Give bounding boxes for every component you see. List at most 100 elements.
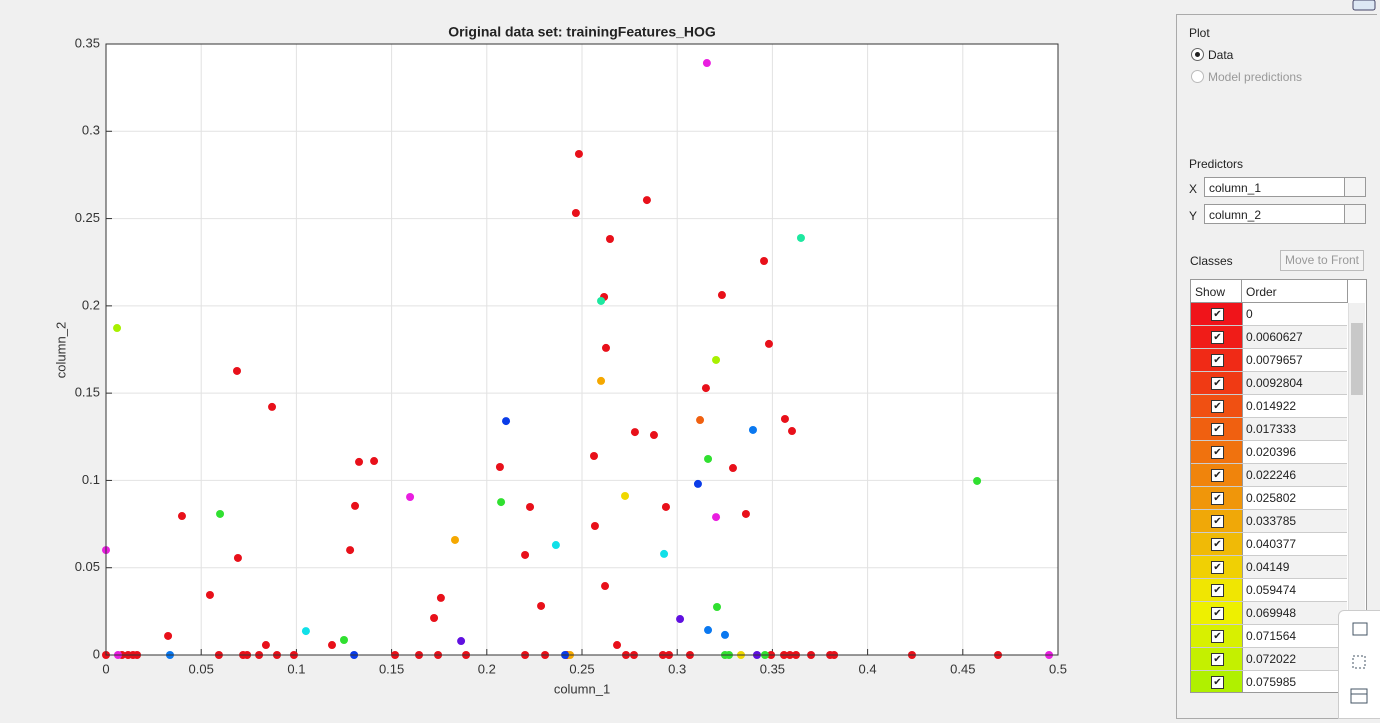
point (571, 208, 580, 217)
class-color: ✔ (1191, 487, 1243, 509)
class-label: 0.069948 (1246, 606, 1297, 620)
point (537, 601, 546, 610)
radio-data[interactable]: Data (1191, 48, 1233, 62)
show-checkbox[interactable]: ✔ (1211, 676, 1224, 689)
radio-model: Model predictions (1191, 70, 1302, 84)
x-tick-label: 0.1 (287, 661, 305, 676)
show-checkbox[interactable]: ✔ (1211, 607, 1224, 620)
class-row[interactable]: ✔ 0.040377 (1191, 533, 1347, 556)
point (613, 641, 622, 650)
x-dropdown[interactable]: column_1 (1204, 177, 1366, 197)
point (340, 635, 348, 644)
point (495, 462, 504, 471)
show-checkbox[interactable]: ✔ (1211, 446, 1224, 459)
class-row[interactable]: ✔ 0.071564 (1191, 625, 1347, 648)
point (502, 417, 511, 426)
point (728, 464, 737, 473)
class-label: 0.0060627 (1246, 330, 1303, 344)
point (764, 339, 773, 348)
class-label: 0.071564 (1246, 629, 1297, 643)
class-row[interactable]: ✔ 0.0092804 (1191, 372, 1347, 395)
scrollbar[interactable] (1348, 303, 1365, 692)
point (551, 541, 560, 550)
class-color: ✔ (1191, 625, 1243, 647)
y-tick-label: 0.25 (75, 210, 100, 225)
y-dropdown[interactable]: column_2 (1204, 204, 1366, 224)
y-tick-label: 0.15 (75, 385, 100, 400)
point (590, 521, 599, 530)
class-row[interactable]: ✔ 0.022246 (1191, 464, 1347, 487)
class-label: 0.017333 (1246, 422, 1297, 436)
show-checkbox[interactable]: ✔ (1211, 308, 1224, 321)
point (717, 291, 726, 300)
class-row[interactable]: ✔ 0.025802 (1191, 487, 1347, 510)
class-label: 0.04149 (1246, 560, 1290, 574)
class-row[interactable]: ✔ 0.0079657 (1191, 349, 1347, 372)
x-tick-label: 0.35 (760, 661, 785, 676)
point (205, 590, 214, 599)
show-checkbox[interactable]: ✔ (1211, 354, 1224, 367)
y-tick-label: 0.2 (82, 297, 100, 312)
class-row[interactable]: ✔ 0.033785 (1191, 510, 1347, 533)
class-row[interactable]: ✔ 0.020396 (1191, 441, 1347, 464)
class-label: 0.025802 (1246, 491, 1297, 505)
point (164, 631, 173, 640)
point (177, 512, 186, 521)
show-checkbox[interactable]: ✔ (1211, 561, 1224, 574)
show-checkbox[interactable]: ✔ (1211, 423, 1224, 436)
show-checkbox[interactable]: ✔ (1211, 492, 1224, 505)
point (704, 626, 713, 635)
class-row[interactable]: ✔ 0.075985 (1191, 671, 1347, 692)
class-row[interactable]: ✔ 0.0060627 (1191, 326, 1347, 349)
point (701, 384, 710, 393)
class-color: ✔ (1191, 441, 1243, 463)
class-row[interactable]: ✔ 0.04149 (1191, 556, 1347, 579)
radio-label: Model predictions (1208, 70, 1303, 84)
point (601, 582, 610, 591)
x-tick-label: 0.4 (859, 661, 877, 676)
show-checkbox[interactable]: ✔ (1211, 538, 1224, 551)
point (696, 416, 705, 425)
class-label: 0.0079657 (1246, 353, 1303, 367)
class-color: ✔ (1191, 418, 1243, 440)
class-color: ✔ (1191, 510, 1243, 532)
show-checkbox[interactable]: ✔ (1211, 653, 1224, 666)
x-axis-label: column_1 (554, 681, 610, 696)
chart-title: Original data set: trainingFeatures_HOG (448, 24, 716, 40)
class-color: ✔ (1191, 464, 1243, 486)
class-color: ✔ (1191, 648, 1243, 670)
class-row[interactable]: ✔ 0.014922 (1191, 395, 1347, 418)
point (351, 501, 360, 510)
class-color: ✔ (1191, 303, 1243, 325)
show-checkbox[interactable]: ✔ (1211, 377, 1224, 390)
y-tick-label: 0.1 (82, 472, 100, 487)
show-checkbox[interactable]: ✔ (1211, 630, 1224, 643)
y-tick-label: 0 (93, 646, 100, 661)
show-checkbox[interactable]: ✔ (1211, 331, 1224, 344)
show-checkbox[interactable]: ✔ (1211, 515, 1224, 528)
class-row[interactable]: ✔ 0 (1191, 303, 1347, 326)
point (370, 457, 379, 466)
plot-toolbar[interactable] (1338, 610, 1380, 719)
class-row[interactable]: ✔ 0.072022 (1191, 648, 1347, 671)
class-row[interactable]: ✔ 0.069948 (1191, 602, 1347, 625)
toolbar-icon[interactable] (1352, 0, 1378, 12)
class-color: ✔ (1191, 395, 1243, 417)
toolbar-icons (1350, 622, 1368, 704)
class-color: ✔ (1191, 556, 1243, 578)
class-color: ✔ (1191, 372, 1243, 394)
show-checkbox[interactable]: ✔ (1211, 400, 1224, 413)
point (702, 59, 711, 68)
point (328, 641, 337, 650)
point (574, 149, 583, 158)
x-tick-label: 0.45 (950, 661, 975, 676)
show-checkbox[interactable]: ✔ (1211, 584, 1224, 597)
point (720, 630, 729, 639)
point (216, 509, 225, 518)
y-tick-label: 0.3 (82, 123, 100, 138)
class-row[interactable]: ✔ 0.017333 (1191, 418, 1347, 441)
show-checkbox[interactable]: ✔ (1211, 469, 1224, 482)
class-row[interactable]: ✔ 0.059474 (1191, 579, 1347, 602)
point (457, 637, 466, 646)
point (268, 402, 277, 411)
